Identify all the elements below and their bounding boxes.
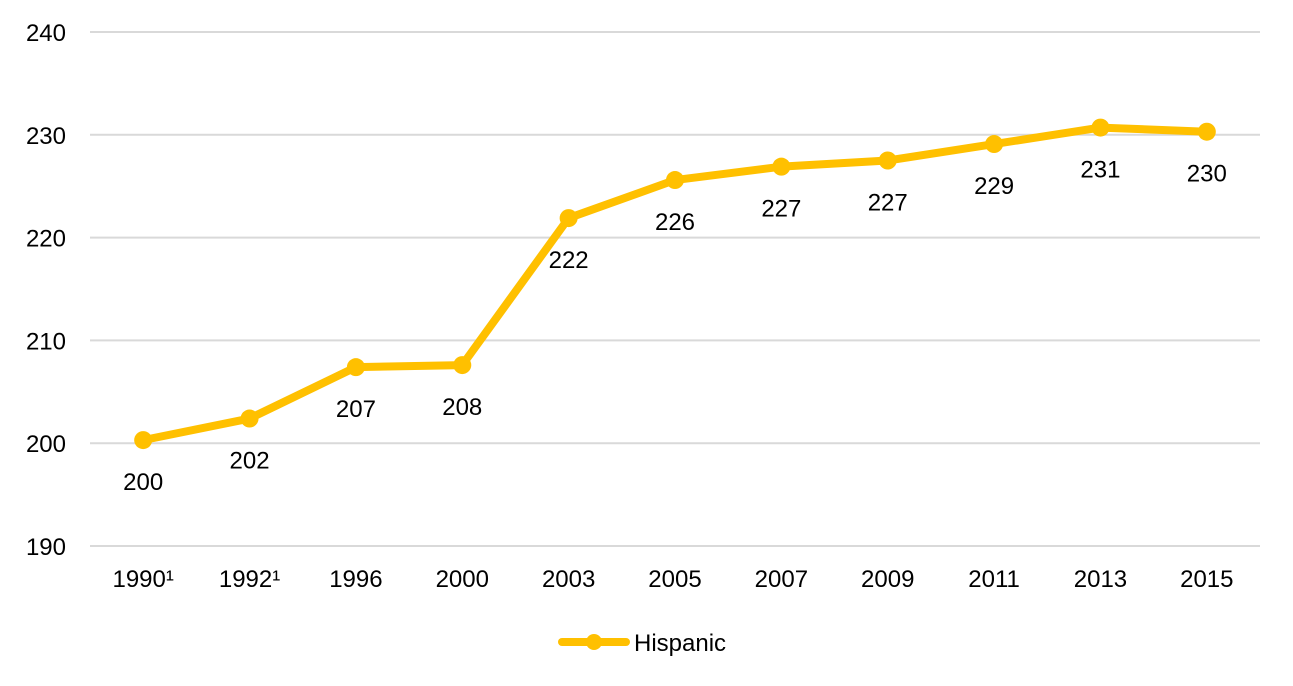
data-label-1: 202 <box>230 448 270 475</box>
y-tick-label-200: 200 <box>26 431 66 458</box>
data-point-3[interactable] <box>453 356 472 375</box>
y-tick-label-190: 190 <box>26 534 66 561</box>
data-label-6: 227 <box>761 196 801 223</box>
data-label-10: 230 <box>1187 161 1227 188</box>
y-tick-label-230: 230 <box>26 123 66 150</box>
data-point-0[interactable] <box>134 431 153 450</box>
x-tick-label-5: 2005 <box>648 566 701 593</box>
gridlines <box>90 31 1260 547</box>
legend-marker-icon <box>586 634 602 650</box>
data-label-3: 208 <box>442 394 482 421</box>
x-tick-label-7: 2009 <box>861 566 914 593</box>
x-tick-label-3: 2000 <box>436 566 489 593</box>
x-tick-label-4: 2003 <box>542 566 595 593</box>
data-point-5[interactable] <box>666 171 684 190</box>
x-tick-label-1: 1992¹ <box>219 566 280 593</box>
data-point-6[interactable] <box>772 157 791 176</box>
data-point-2[interactable] <box>346 358 365 377</box>
data-point-4[interactable] <box>559 209 578 228</box>
data-label-5: 226 <box>655 209 695 236</box>
data-label-4: 222 <box>549 247 589 274</box>
x-tick-label-9: 2013 <box>1074 566 1127 593</box>
data-label-7: 227 <box>868 190 908 217</box>
data-point-10[interactable] <box>1197 122 1216 141</box>
data-label-9: 231 <box>1080 157 1120 184</box>
data-labels: 200 202 207 208 222 226 227 227 229 231 230 <box>123 157 1227 497</box>
data-point-1[interactable] <box>240 409 259 428</box>
data-label-0: 200 <box>123 469 163 496</box>
data-label-8: 229 <box>974 173 1014 200</box>
y-axis-tick-labels: 190 200 210 220 230 240 <box>26 20 66 561</box>
y-tick-label-240: 240 <box>26 20 66 47</box>
x-tick-label-0: 1990¹ <box>112 566 173 593</box>
x-tick-label-2: 1996 <box>329 566 382 593</box>
data-point-9[interactable] <box>1091 118 1110 137</box>
legend[interactable]: Hispanic <box>558 630 726 657</box>
x-tick-label-8: 2011 <box>968 566 1020 593</box>
x-tick-label-10: 2015 <box>1180 566 1233 593</box>
data-label-2: 207 <box>336 396 376 423</box>
legend-label-hispanic: Hispanic <box>634 630 726 657</box>
x-tick-label-6: 2007 <box>755 566 808 593</box>
y-tick-label-210: 210 <box>26 328 66 355</box>
data-point-7[interactable] <box>878 151 897 170</box>
y-tick-label-220: 220 <box>26 226 66 253</box>
data-point-8[interactable] <box>985 135 1004 154</box>
x-axis-tick-labels: 1990¹ 1992¹ 1996 2000 2003 2005 2007 2009 2011 20… <box>112 566 1233 593</box>
series-hispanic <box>134 118 1216 450</box>
